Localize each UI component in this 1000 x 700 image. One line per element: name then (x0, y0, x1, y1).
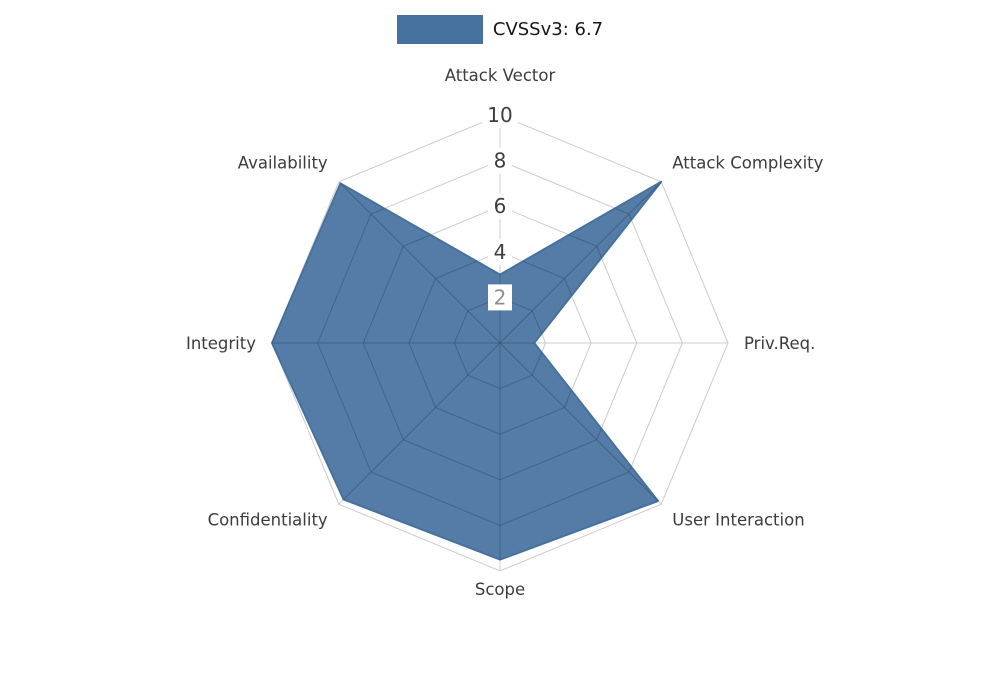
axis-label-attack-complexity: Attack Complexity (672, 154, 823, 173)
axis-label-user-interaction: User Interaction (672, 510, 804, 529)
axis-label-attack-vector: Attack Vector (445, 66, 556, 85)
axis-label-confidentiality: Confidentiality (208, 510, 328, 529)
radial-tick-bg (488, 238, 512, 265)
radial-tick-label: 6 (494, 194, 507, 218)
radial-tick-label: 4 (494, 240, 507, 264)
radial-tick-label: 2 (494, 285, 507, 309)
radial-tick-bg (488, 147, 512, 174)
axis-label-availability: Availability (238, 154, 328, 173)
axis-label-integrity: Integrity (186, 334, 256, 353)
radial-tick-bg (488, 284, 512, 311)
radial-tick-bg (488, 193, 512, 220)
data-polygon (271, 180, 663, 561)
legend-label: CVSSv3: 6.7 (492, 19, 604, 40)
axis-label-scope: Scope (475, 580, 525, 599)
legend: CVSSv3: 6.7 (0, 15, 1000, 44)
legend-swatch (396, 15, 483, 44)
axis-label-priv-req-: Priv.Req. (744, 334, 815, 353)
radial-tick-label: 8 (494, 149, 507, 173)
radial-tick-bg (482, 102, 518, 128)
radial-tick-label: 10 (487, 103, 512, 127)
